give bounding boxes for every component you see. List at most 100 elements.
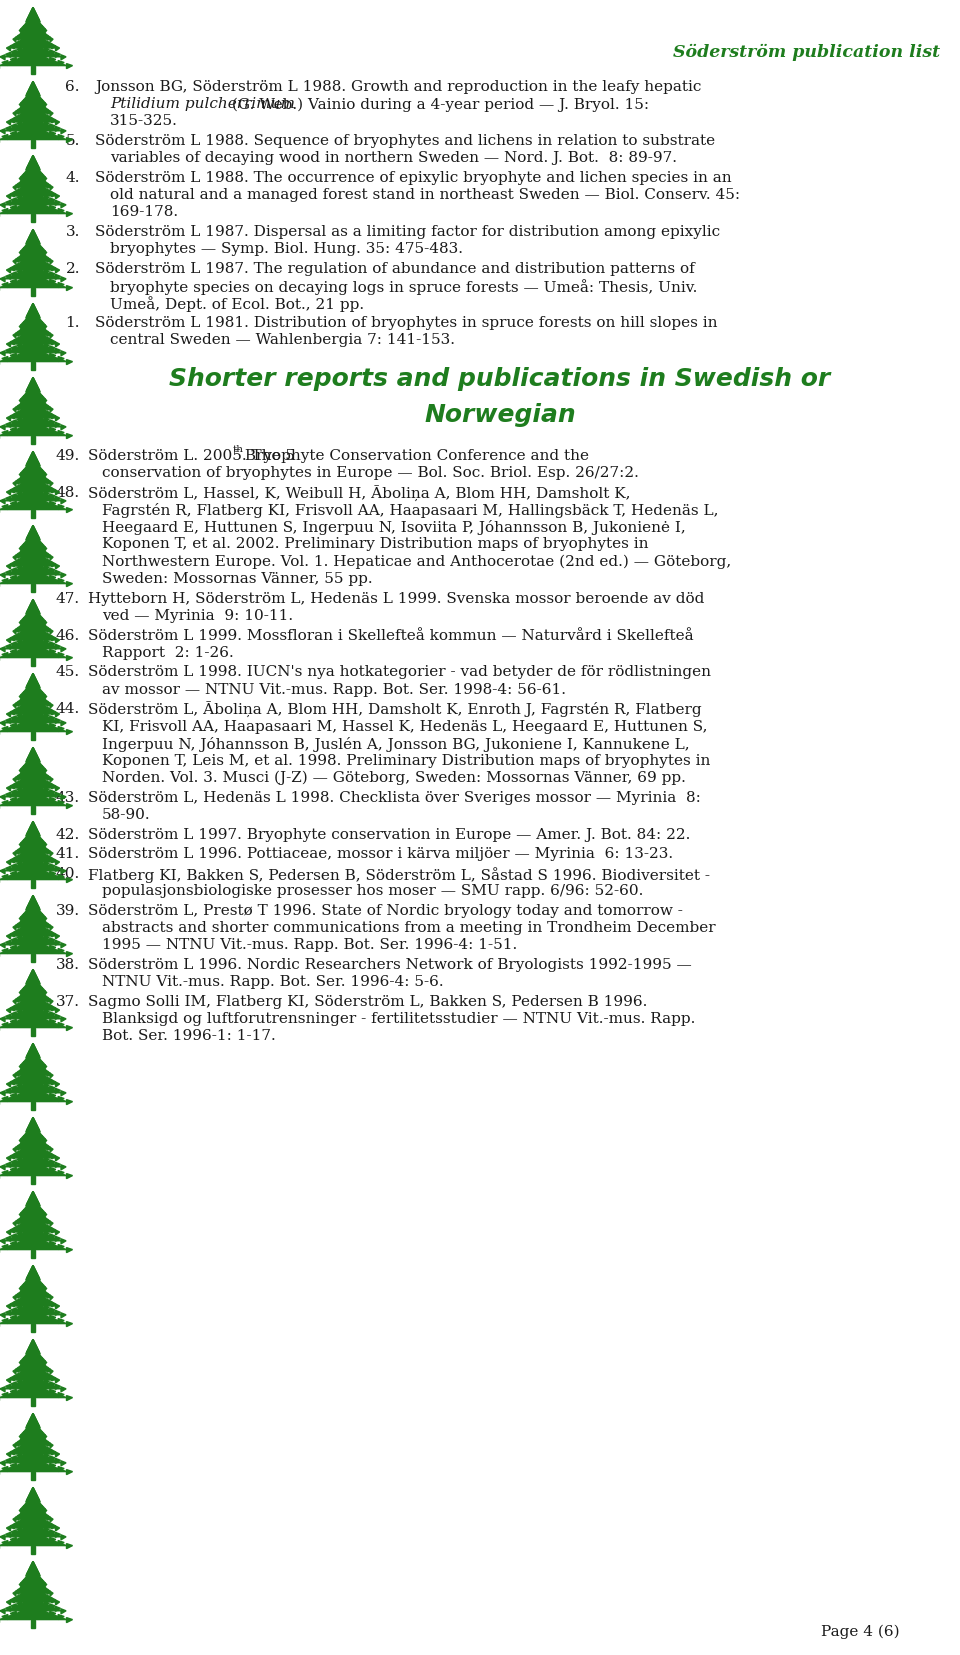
Bar [31, 880, 35, 889]
Polygon shape [30, 1122, 31, 1127]
Polygon shape [33, 1432, 36, 1437]
Polygon shape [43, 472, 45, 477]
Polygon shape [33, 1135, 36, 1140]
Bar [31, 215, 35, 223]
Polygon shape [32, 1339, 33, 1344]
Polygon shape [66, 1101, 73, 1106]
Polygon shape [15, 1442, 18, 1446]
Polygon shape [15, 480, 18, 485]
Polygon shape [44, 1158, 49, 1163]
Polygon shape [61, 796, 66, 801]
Polygon shape [19, 399, 21, 404]
Polygon shape [27, 609, 29, 614]
Polygon shape [32, 750, 33, 755]
Polygon shape [56, 1236, 60, 1241]
Polygon shape [21, 915, 23, 920]
Polygon shape [22, 933, 28, 938]
Polygon shape [41, 1165, 47, 1170]
Polygon shape [66, 139, 73, 144]
Polygon shape [24, 468, 26, 473]
Polygon shape [36, 316, 38, 321]
Polygon shape [40, 1215, 43, 1220]
Polygon shape [15, 111, 18, 116]
Polygon shape [17, 1594, 22, 1599]
Polygon shape [36, 1051, 37, 1056]
Polygon shape [43, 915, 45, 920]
Text: 48.: 48. [56, 485, 80, 500]
Polygon shape [61, 647, 66, 652]
Polygon shape [27, 1279, 29, 1284]
Polygon shape [27, 1458, 33, 1463]
Polygon shape [32, 970, 33, 975]
Polygon shape [56, 127, 60, 132]
Polygon shape [22, 174, 24, 179]
Polygon shape [28, 28, 31, 33]
Polygon shape [29, 1124, 31, 1129]
Polygon shape [27, 1349, 29, 1354]
Polygon shape [18, 869, 25, 874]
Polygon shape [21, 175, 23, 180]
Polygon shape [14, 1079, 18, 1084]
Polygon shape [28, 1274, 29, 1279]
Polygon shape [33, 182, 37, 187]
Polygon shape [42, 1585, 46, 1590]
Polygon shape [12, 1604, 16, 1609]
Polygon shape [37, 1508, 41, 1513]
Polygon shape [40, 31, 43, 36]
Polygon shape [44, 41, 48, 46]
Polygon shape [14, 1374, 18, 1379]
Polygon shape [22, 323, 24, 328]
Polygon shape [44, 1286, 47, 1291]
Polygon shape [26, 242, 27, 248]
Polygon shape [45, 1144, 48, 1149]
Polygon shape [36, 902, 37, 907]
Polygon shape [16, 1380, 22, 1385]
Polygon shape [40, 912, 42, 917]
Polygon shape [40, 549, 43, 554]
Polygon shape [27, 907, 28, 912]
Polygon shape [17, 1519, 22, 1524]
Polygon shape [21, 463, 44, 475]
Polygon shape [59, 1392, 64, 1398]
Polygon shape [41, 544, 44, 549]
Polygon shape [33, 626, 37, 631]
Polygon shape [28, 619, 31, 624]
Polygon shape [33, 174, 36, 179]
Polygon shape [0, 129, 5, 134]
Polygon shape [27, 84, 39, 96]
Polygon shape [14, 1523, 18, 1528]
Polygon shape [38, 1206, 41, 1211]
Polygon shape [24, 321, 26, 326]
Polygon shape [41, 692, 44, 697]
Polygon shape [44, 770, 47, 775]
Polygon shape [6, 1089, 11, 1094]
Polygon shape [11, 119, 14, 124]
Polygon shape [52, 341, 56, 346]
Polygon shape [50, 852, 53, 857]
Polygon shape [44, 1139, 47, 1144]
Polygon shape [30, 1566, 31, 1571]
Polygon shape [5, 268, 61, 280]
Polygon shape [18, 404, 21, 409]
Polygon shape [27, 348, 33, 353]
Polygon shape [33, 970, 35, 975]
Polygon shape [11, 1006, 14, 1011]
Bar [31, 510, 35, 518]
Polygon shape [5, 1599, 61, 1610]
Polygon shape [25, 1576, 27, 1581]
Polygon shape [32, 8, 33, 13]
Polygon shape [25, 917, 28, 922]
Polygon shape [28, 250, 31, 255]
Polygon shape [39, 1278, 40, 1283]
Polygon shape [2, 1392, 8, 1398]
Polygon shape [33, 847, 37, 854]
Polygon shape [36, 1442, 40, 1446]
Polygon shape [0, 1311, 66, 1324]
Polygon shape [27, 940, 33, 945]
Polygon shape [27, 758, 29, 763]
Polygon shape [2, 801, 8, 806]
Polygon shape [30, 161, 31, 166]
Polygon shape [44, 917, 47, 922]
Polygon shape [27, 318, 29, 323]
Polygon shape [12, 38, 16, 43]
